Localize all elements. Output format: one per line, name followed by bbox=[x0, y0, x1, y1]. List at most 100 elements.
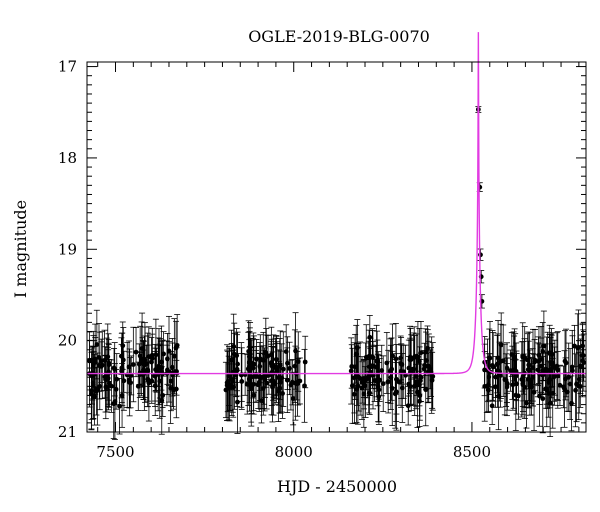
data-marker bbox=[490, 363, 495, 368]
y-axis-label: I magnitude bbox=[11, 200, 30, 298]
data-point bbox=[542, 351, 549, 391]
data-marker bbox=[485, 387, 491, 393]
data-marker bbox=[277, 385, 282, 391]
data-marker bbox=[388, 375, 394, 380]
y-tick-label: 21 bbox=[58, 423, 77, 441]
data-point bbox=[538, 326, 545, 393]
y-tick-label: 17 bbox=[58, 58, 77, 76]
data-marker bbox=[570, 368, 575, 374]
data-marker bbox=[526, 367, 532, 373]
data-point bbox=[422, 328, 429, 377]
data-point bbox=[228, 343, 235, 416]
data-marker bbox=[532, 357, 538, 363]
data-marker bbox=[146, 380, 152, 386]
data-point bbox=[99, 331, 106, 399]
data-marker bbox=[223, 387, 229, 393]
data-marker bbox=[260, 386, 266, 391]
data-marker bbox=[94, 342, 100, 347]
data-marker bbox=[423, 349, 428, 355]
data-marker bbox=[496, 393, 502, 399]
data-point bbox=[138, 321, 145, 397]
data-point bbox=[385, 349, 392, 414]
data-marker bbox=[235, 399, 240, 405]
data-marker bbox=[158, 359, 164, 365]
data-marker bbox=[423, 387, 429, 393]
data-point bbox=[525, 357, 532, 401]
data-point bbox=[302, 335, 309, 389]
data-marker bbox=[249, 364, 255, 369]
data-point bbox=[105, 339, 112, 391]
data-point bbox=[141, 322, 148, 398]
data-point bbox=[562, 330, 569, 392]
data-marker bbox=[366, 353, 372, 359]
data-point bbox=[362, 342, 369, 418]
data-point bbox=[111, 348, 118, 388]
data-point bbox=[536, 365, 543, 427]
data-point bbox=[272, 337, 279, 397]
data-point bbox=[233, 334, 240, 407]
data-marker bbox=[423, 358, 429, 363]
data-marker bbox=[90, 362, 96, 368]
data-marker bbox=[493, 384, 498, 390]
data-marker bbox=[121, 378, 127, 384]
data-marker bbox=[508, 368, 513, 374]
data-point bbox=[256, 342, 263, 391]
data-point bbox=[576, 345, 583, 414]
data-point bbox=[500, 324, 507, 397]
data-marker bbox=[284, 377, 290, 383]
data-point bbox=[423, 331, 430, 390]
data-marker bbox=[349, 383, 355, 389]
data-marker bbox=[412, 383, 418, 389]
data-point bbox=[108, 359, 115, 413]
data-point bbox=[531, 329, 538, 392]
data-point bbox=[425, 333, 432, 400]
data-marker bbox=[133, 349, 139, 355]
data-marker bbox=[503, 377, 509, 383]
data-marker bbox=[389, 366, 395, 372]
data-point bbox=[580, 329, 587, 382]
data-marker bbox=[235, 361, 240, 367]
data-marker bbox=[546, 350, 552, 356]
data-marker bbox=[231, 351, 237, 357]
data-marker bbox=[92, 394, 97, 400]
data-marker bbox=[355, 383, 361, 389]
data-marker bbox=[142, 357, 148, 363]
data-marker bbox=[159, 398, 165, 403]
data-marker bbox=[372, 378, 378, 383]
data-marker bbox=[174, 342, 180, 348]
y-tick-label: 19 bbox=[58, 240, 77, 258]
data-point bbox=[174, 314, 181, 377]
data-marker bbox=[359, 385, 365, 391]
data-marker bbox=[520, 354, 526, 360]
data-marker bbox=[580, 353, 586, 358]
data-marker bbox=[280, 391, 285, 396]
data-marker bbox=[526, 362, 532, 368]
data-marker bbox=[576, 376, 582, 382]
data-point bbox=[478, 270, 485, 284]
data-point bbox=[554, 350, 561, 401]
x-axis-label: HJD - 2450000 bbox=[277, 477, 397, 496]
data-marker bbox=[538, 357, 544, 362]
data-point bbox=[258, 378, 265, 424]
data-point bbox=[392, 359, 399, 429]
data-point bbox=[284, 347, 291, 413]
x-tick-label: 8500 bbox=[453, 443, 491, 461]
data-marker bbox=[174, 369, 179, 374]
data-marker bbox=[154, 367, 159, 373]
data-marker bbox=[430, 373, 436, 379]
data-point bbox=[360, 360, 367, 428]
data-marker bbox=[547, 400, 553, 406]
data-marker bbox=[257, 364, 263, 369]
data-marker bbox=[531, 389, 537, 395]
data-marker bbox=[541, 343, 547, 349]
data-point bbox=[429, 351, 436, 409]
data-marker bbox=[295, 359, 301, 364]
data-marker bbox=[259, 398, 264, 404]
data-point bbox=[248, 347, 255, 386]
data-point bbox=[519, 322, 526, 392]
data-marker bbox=[504, 384, 510, 390]
data-point bbox=[139, 312, 146, 385]
data-marker bbox=[557, 382, 563, 388]
data-marker bbox=[169, 364, 175, 370]
data-point bbox=[292, 345, 299, 421]
